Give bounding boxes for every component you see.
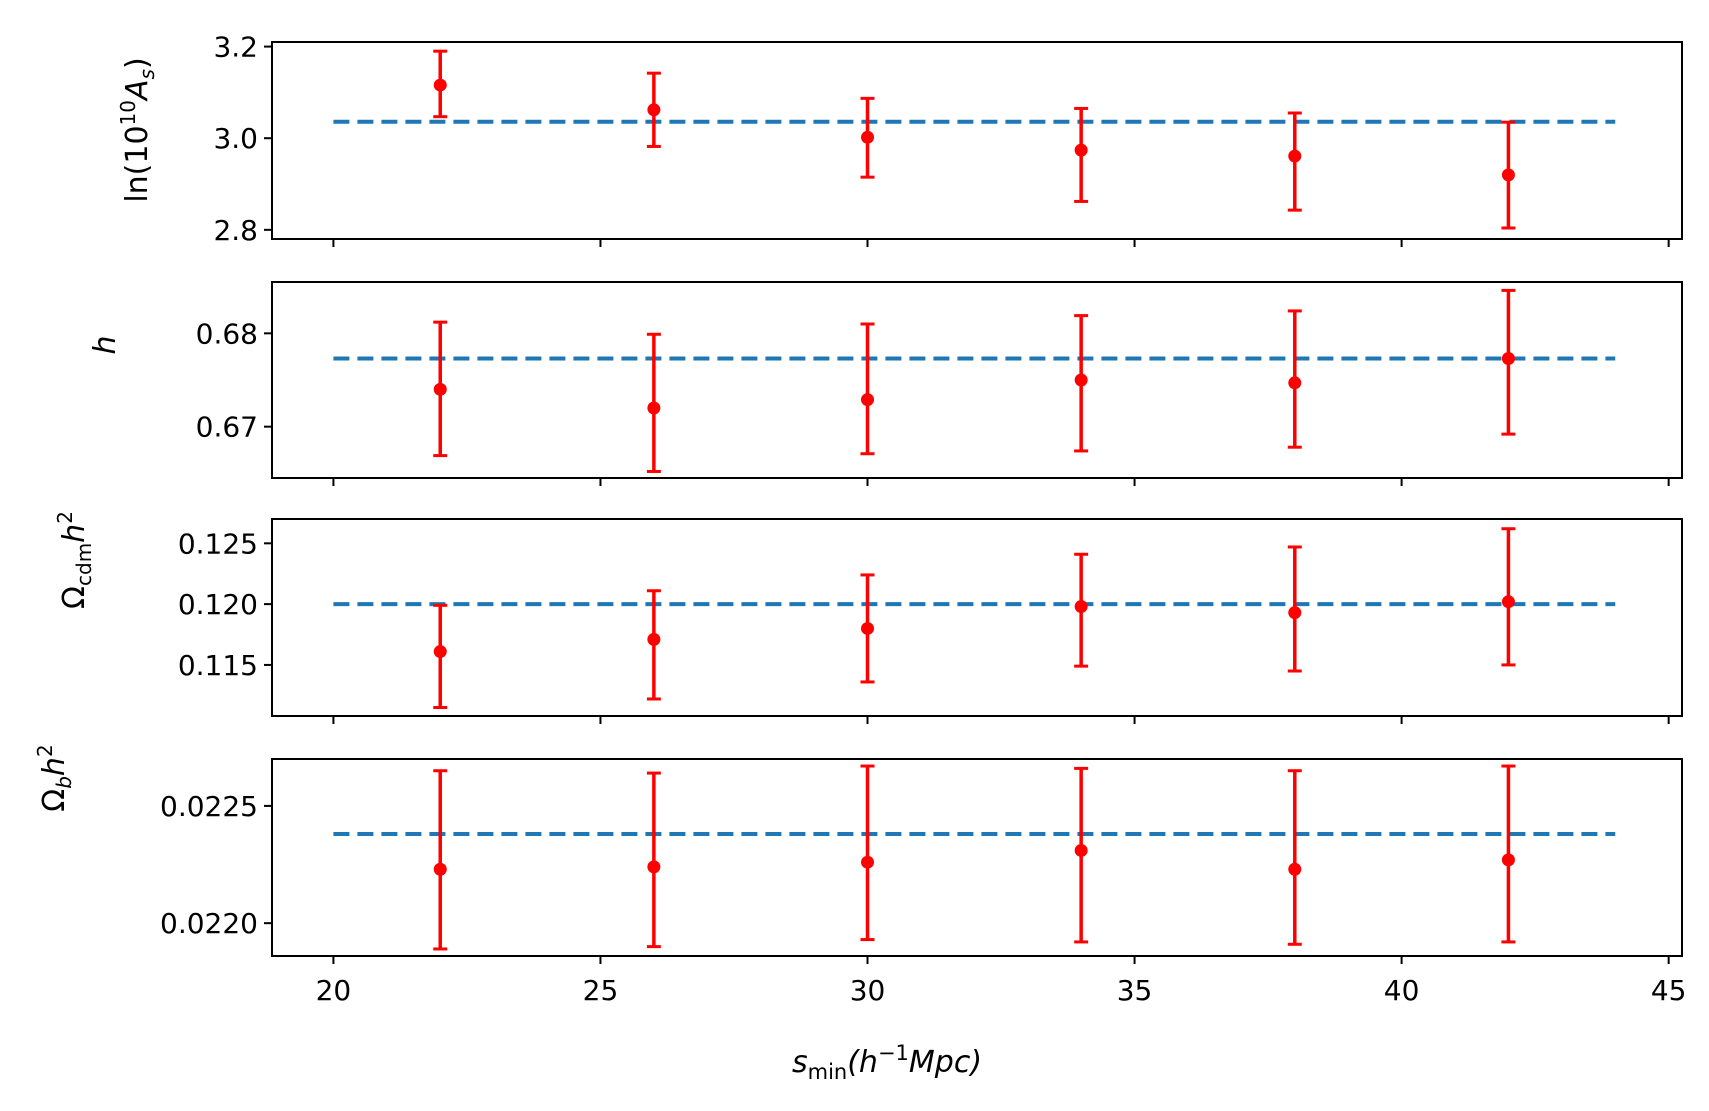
ylabel-panel-4-part-3: h	[37, 757, 72, 776]
data-point	[433, 78, 447, 92]
data-point	[647, 860, 661, 874]
ylabel-panel-4-part-2: b	[52, 776, 76, 789]
ylabel-panel-4-part-4: 2	[33, 744, 57, 757]
data-point	[1501, 352, 1515, 366]
data-point	[433, 382, 447, 396]
y-tick-label: 2.8	[213, 214, 258, 247]
data-point	[647, 632, 661, 646]
data-point	[1288, 149, 1302, 163]
xlabel-part-1: s	[792, 1045, 808, 1080]
x-tick-label: 25	[583, 974, 619, 1007]
ylabel-panel-2: h	[88, 335, 123, 354]
data-point	[1288, 606, 1302, 620]
ylabel-panel-2-part-1: h	[88, 335, 123, 354]
data-point	[647, 103, 661, 117]
data-point	[861, 621, 875, 635]
data-point	[433, 645, 447, 659]
ylabel-panel-3-part-2: cdm	[72, 543, 96, 586]
data-point	[1501, 168, 1515, 182]
data-point	[861, 130, 875, 144]
ylabel-panel-1-part-5: )	[120, 57, 155, 69]
ylabel-panel-1: ln(1010As)	[116, 57, 159, 202]
y-tick-label: 0.125	[178, 527, 258, 560]
data-point	[1074, 843, 1088, 857]
xlabel: smin(h−1Mpc)	[792, 1041, 982, 1084]
ylabel-panel-3-part-3: h	[57, 524, 92, 543]
data-point	[647, 401, 661, 415]
panel-4: 0.0220 0.0225 20 25 30 35 40 45	[160, 758, 1687, 1007]
panel-1: 2.8 3.0 3.2	[213, 31, 1683, 247]
xlabel-part-4: −1	[878, 1041, 909, 1065]
y-tick-label: 0.67	[196, 411, 258, 444]
panel-2: 0.67 0.68	[196, 281, 1683, 486]
axes-frame	[271, 41, 1683, 240]
ylabel-panel-1-part-3: A	[120, 79, 155, 102]
y-tick-label: 0.0225	[160, 790, 258, 823]
data-point	[1501, 595, 1515, 609]
data-point	[433, 862, 447, 876]
data-point	[1501, 853, 1515, 867]
x-tick-label: 20	[316, 974, 352, 1007]
x-tick-label: 40	[1384, 974, 1420, 1007]
data-point	[1288, 862, 1302, 876]
data-point	[1074, 373, 1088, 387]
xlabel-part-3: (h	[847, 1045, 878, 1080]
xlabel-part-2: min	[808, 1060, 848, 1084]
y-tick-label: 0.115	[178, 649, 258, 682]
data-point	[861, 855, 875, 869]
x-tick-label: 45	[1651, 974, 1687, 1007]
ylabel-panel-4-part-1: Ω	[37, 789, 72, 812]
x-tick-label: 35	[1117, 974, 1153, 1007]
data-point	[1288, 376, 1302, 390]
axes-frame	[271, 518, 1683, 717]
ylabel-panel-3: Ωcdmh2	[53, 511, 96, 609]
y-tick-label: 0.0220	[160, 907, 258, 940]
xlabel-part-5: Mpc)	[909, 1045, 982, 1080]
x-tick-label: 30	[850, 974, 886, 1007]
data-point	[1074, 600, 1088, 614]
panel-3: 0.115 0.120 0.125	[178, 518, 1683, 724]
ylabel-panel-4: Ωbh2	[33, 744, 76, 811]
y-tick-label: 0.120	[178, 588, 258, 621]
ylabel-panel-1-part-2: 10	[116, 100, 140, 125]
ylabel-panel-1-part-1: ln(10	[120, 125, 155, 202]
data-point	[861, 393, 875, 407]
y-tick-label: 3.0	[213, 122, 258, 155]
ylabel-panel-1-part-4: s	[135, 69, 159, 79]
ylabel-panel-3-part-4: 2	[53, 511, 77, 524]
axes-frame	[271, 758, 1683, 957]
y-tick-label: 0.68	[196, 317, 258, 350]
ylabel-panel-3-part-1: Ω	[57, 586, 92, 609]
y-tick-label: 3.2	[213, 31, 258, 64]
data-point	[1074, 143, 1088, 157]
axes-frame	[271, 281, 1683, 479]
